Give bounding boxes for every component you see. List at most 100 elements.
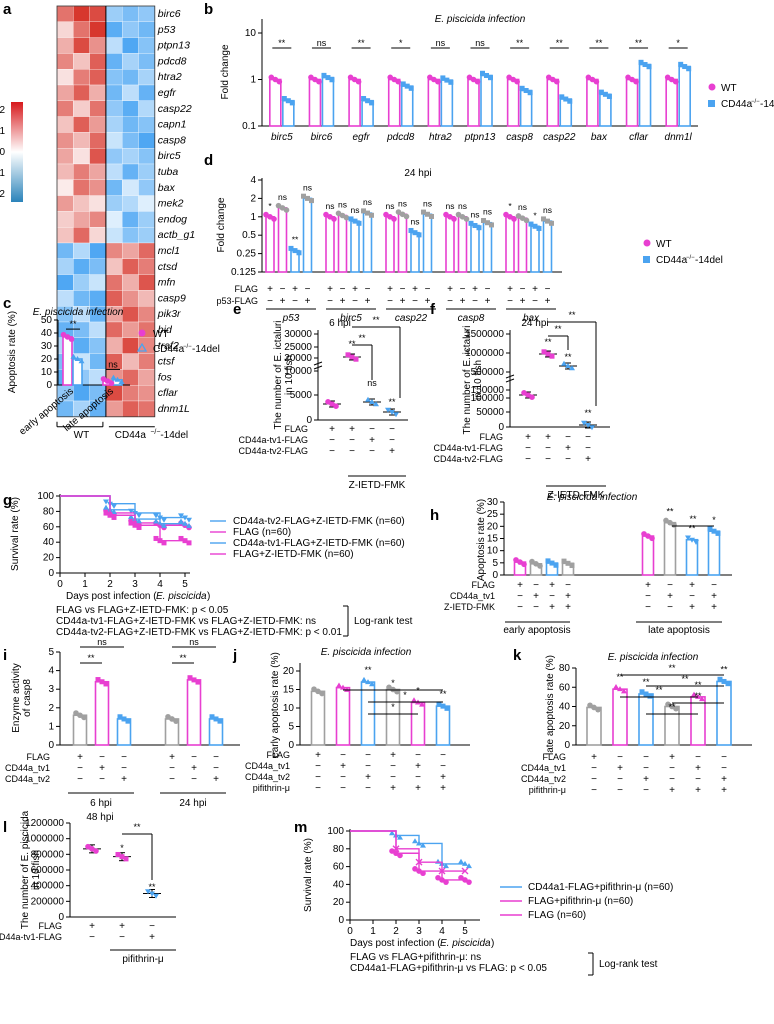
condition-sign: +	[89, 921, 95, 932]
heatmap-cell	[73, 227, 90, 244]
data-point	[186, 517, 192, 523]
data-point	[642, 62, 648, 68]
data-point	[480, 70, 485, 76]
gene-label: bax	[158, 182, 176, 194]
y-tick-label: 40	[559, 702, 571, 713]
data-point	[643, 691, 649, 697]
condition-label: pifithrin-μ	[253, 783, 290, 793]
data-point	[305, 195, 310, 201]
heatmap-cell	[73, 84, 90, 101]
heatmap-cell	[89, 321, 107, 338]
y-tick-label: 25	[487, 509, 499, 520]
data-point	[420, 870, 426, 877]
bar	[321, 76, 335, 127]
sig-label: **	[364, 665, 372, 675]
legend-label: FLAG (n=60)	[528, 910, 586, 921]
condition-sign: −	[517, 602, 523, 613]
legend-marker	[643, 256, 650, 263]
data-point	[649, 535, 655, 542]
group-label: 24 hpi	[179, 798, 206, 809]
sig-label: ns	[543, 205, 552, 215]
bar	[625, 78, 639, 127]
data-point	[481, 218, 486, 224]
heatmap-cell	[122, 5, 139, 22]
heatmap-cell	[89, 21, 107, 38]
series-line	[60, 495, 185, 525]
panel-label-f: f	[430, 301, 436, 318]
data-point	[186, 540, 192, 546]
gene-label: ptpn13	[157, 40, 190, 52]
heatmap-cell	[138, 274, 155, 291]
data-point	[292, 248, 298, 254]
sig-label: ns	[398, 198, 407, 208]
bar	[546, 78, 560, 127]
chart-title: E. piscicida infection	[321, 647, 412, 658]
data-point	[682, 64, 688, 70]
heatmap-cell	[89, 290, 107, 307]
condition-sign: +	[485, 296, 491, 307]
treatment-label: Z-IETD-FMK	[349, 480, 406, 491]
condition-label: pifithrin-μ	[529, 785, 566, 795]
condition-sign: −	[340, 750, 346, 761]
data-point	[565, 560, 571, 566]
condition-label: FLAG	[266, 750, 290, 760]
sig-label: ns	[338, 200, 347, 210]
gene-label: casp8	[158, 134, 186, 146]
heatmap-cell	[138, 211, 155, 228]
bar	[186, 679, 202, 746]
heatmap-cell	[105, 37, 123, 54]
data-point	[569, 563, 575, 569]
data-point	[443, 863, 449, 869]
axis-break	[313, 361, 323, 370]
y-tick-label: 200000	[31, 896, 65, 907]
y-tick-label: 0	[492, 570, 498, 581]
data-point	[182, 515, 188, 521]
heatmap-cell	[56, 274, 74, 291]
gene-label: p53	[157, 24, 176, 36]
colorbar: 2 1 0 -1 -2	[0, 102, 23, 202]
condition-sign: −	[315, 761, 321, 772]
bar	[440, 79, 454, 127]
condition-sign: +	[517, 580, 523, 591]
data-point	[365, 396, 371, 402]
heatmap-cell	[105, 116, 123, 133]
legend-label: -14del	[695, 255, 723, 266]
sig-label: *	[676, 38, 680, 48]
condition-sign: −	[667, 602, 673, 613]
data-point	[489, 222, 494, 228]
condition-sign: −	[525, 454, 531, 465]
x-tick-label: 2	[107, 579, 113, 590]
heatmap-cell	[73, 69, 90, 86]
data-point	[598, 89, 604, 95]
heatmap-cell	[105, 5, 123, 22]
data-point	[466, 863, 472, 869]
legend-label: CD44a	[721, 99, 753, 110]
heatmap-cell	[122, 400, 139, 417]
condition-sign: −	[305, 284, 311, 295]
condition-sign: −	[460, 284, 466, 295]
data-point	[545, 558, 551, 564]
y-axis-label: Survival rate (%)	[10, 497, 21, 571]
heatmap-a: birc6 p53 ptpn13 pdcd8 htra2 egfr casp22 capn1 c…	[56, 5, 195, 441]
sig-label: **	[694, 680, 702, 690]
y-tick-label: 40	[333, 879, 345, 890]
data-point	[111, 514, 117, 520]
bar	[586, 706, 602, 746]
bar	[348, 78, 361, 127]
data-point	[289, 100, 295, 106]
panel-label-d: d	[204, 152, 213, 169]
data-point	[78, 358, 85, 364]
data-point	[476, 225, 482, 231]
data-point	[484, 72, 489, 78]
sig-label: **	[556, 38, 564, 48]
y-tick-label: 20	[559, 721, 571, 732]
condition-sign: −	[591, 763, 597, 774]
heatmap-cell	[56, 116, 74, 133]
heatmap-cell	[73, 5, 90, 22]
y-tick-label: 0.1	[242, 121, 256, 132]
sig-label: **	[720, 664, 728, 674]
data-point	[429, 213, 434, 219]
sig-label: *	[403, 690, 407, 700]
x-tick-label: cflar	[629, 132, 649, 143]
